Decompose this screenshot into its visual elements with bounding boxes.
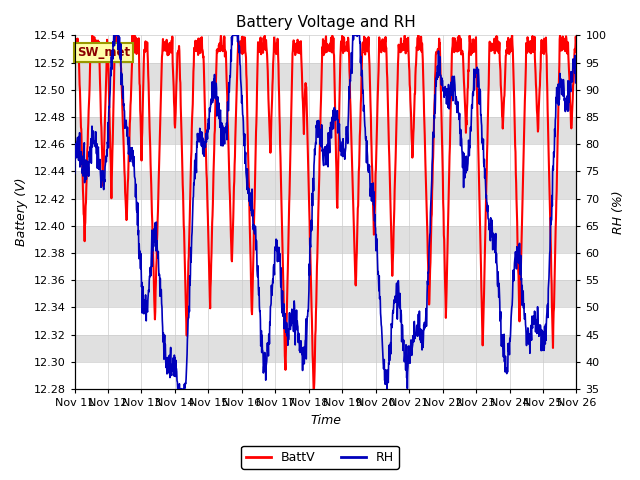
- Y-axis label: RH (%): RH (%): [612, 191, 625, 234]
- Title: Battery Voltage and RH: Battery Voltage and RH: [236, 15, 415, 30]
- Bar: [75, 280, 577, 307]
- Bar: [75, 253, 577, 280]
- Bar: [75, 117, 577, 144]
- Legend: BattV, RH: BattV, RH: [241, 446, 399, 469]
- Bar: [75, 171, 577, 199]
- Bar: [75, 199, 577, 226]
- X-axis label: Time: Time: [310, 414, 341, 427]
- Y-axis label: Battery (V): Battery (V): [15, 178, 28, 246]
- Bar: [75, 144, 577, 171]
- Bar: [75, 335, 577, 362]
- Bar: [75, 90, 577, 117]
- Text: SW_met: SW_met: [77, 46, 130, 59]
- Bar: [75, 62, 577, 90]
- Bar: [75, 362, 577, 389]
- Bar: [75, 36, 577, 62]
- Bar: [75, 226, 577, 253]
- Bar: [75, 307, 577, 335]
